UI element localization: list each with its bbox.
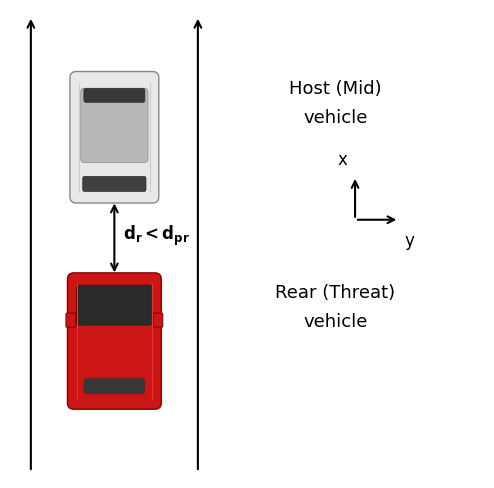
Text: Host (Mid): Host (Mid) [289,80,382,98]
Text: x: x [338,151,348,169]
FancyBboxPatch shape [84,379,145,394]
FancyBboxPatch shape [68,273,161,409]
Text: y: y [404,232,414,250]
Text: vehicle: vehicle [303,313,368,331]
FancyBboxPatch shape [66,313,76,327]
FancyBboxPatch shape [84,88,145,102]
Text: vehicle: vehicle [303,109,368,127]
FancyBboxPatch shape [153,313,163,327]
FancyBboxPatch shape [82,176,146,191]
FancyBboxPatch shape [70,72,159,203]
FancyBboxPatch shape [81,88,148,163]
FancyBboxPatch shape [77,285,152,325]
Text: Rear (Threat): Rear (Threat) [275,284,396,302]
Text: $\mathbf{d_r < d_{pr}}$: $\mathbf{d_r < d_{pr}}$ [123,224,190,247]
